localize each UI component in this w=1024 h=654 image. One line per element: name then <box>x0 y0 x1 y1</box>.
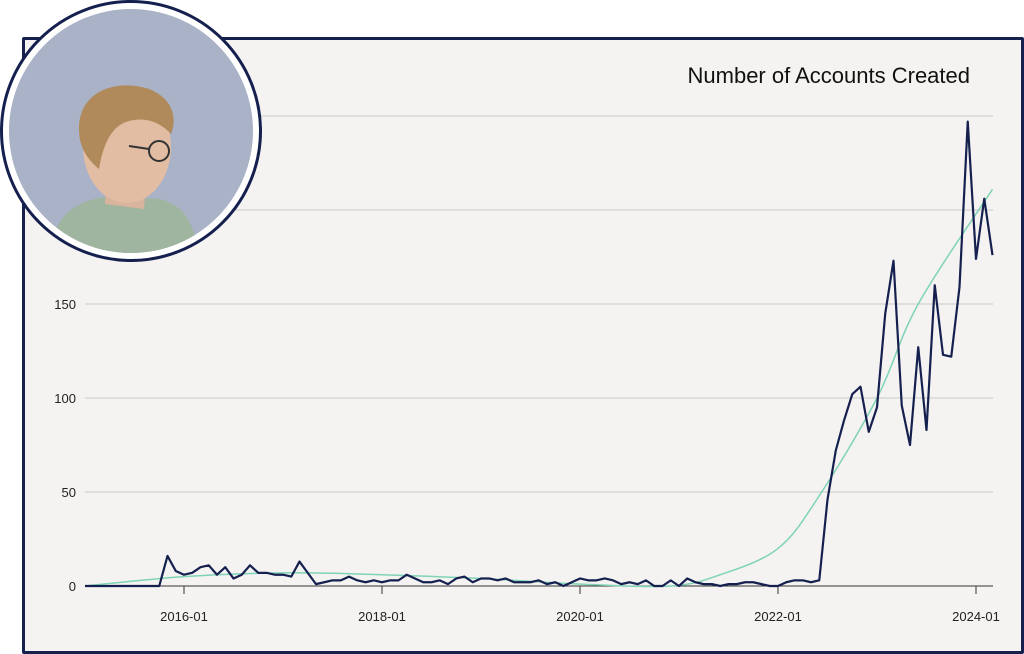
avatar <box>0 0 262 262</box>
y-tick-label: 0 <box>69 579 76 594</box>
trend-line <box>84 188 994 588</box>
chart-title: Number of Accounts Created <box>688 63 970 88</box>
x-tick-label: 2016-01 <box>160 609 208 624</box>
y-tick-label: 50 <box>62 485 76 500</box>
y-tick-label: 150 <box>54 297 76 312</box>
y-tick-label: 100 <box>54 391 76 406</box>
x-tick-label: 2020-01 <box>556 609 604 624</box>
x-tick-label: 2018-01 <box>358 609 406 624</box>
x-tick-label: 2022-01 <box>754 609 802 624</box>
person-photo <box>49 85 199 253</box>
x-tick-label: 2024-01 <box>952 609 1000 624</box>
